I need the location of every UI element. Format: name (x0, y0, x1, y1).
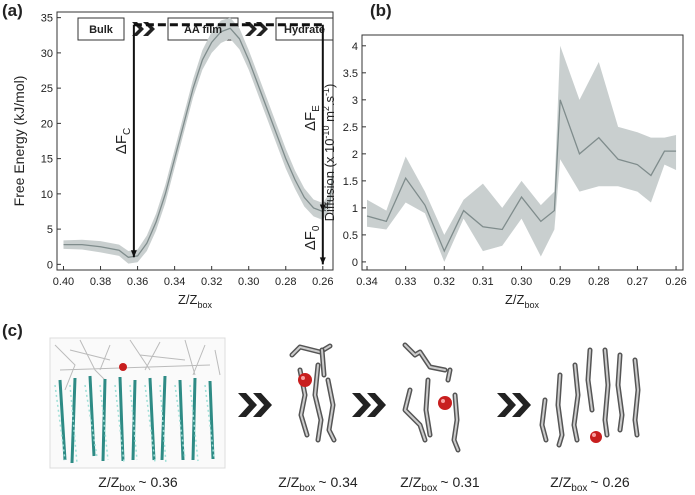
caption-value: ~ 0.31 (440, 474, 480, 490)
y-tick-label: 0 (352, 257, 358, 269)
caption-sub: box (299, 483, 315, 494)
delta-label-text: ΔF (302, 112, 319, 131)
y-tick-label: 2.5 (343, 122, 358, 134)
molecule-snapshot (539, 347, 641, 448)
x-tick-label: 0.28 (588, 276, 609, 288)
data-line (366, 99, 677, 253)
delta-label: ΔFC (113, 128, 133, 154)
y-axis-label-sup: -10 (321, 126, 331, 139)
stage-label: AA film (184, 24, 222, 36)
snapshot-caption: Z/Zbox ~ 0.31 (400, 474, 480, 494)
panel-label: (c) (2, 321, 23, 340)
caption-sub: box (421, 483, 437, 494)
molecule-snapshot (402, 342, 461, 453)
caption-sub: box (119, 483, 135, 494)
x-tick-label: 0.34 (356, 276, 377, 288)
y-axis-label-sup: -1 (321, 88, 331, 96)
y-tick-label: 4 (352, 41, 358, 53)
y-tick-label: 0.5 (343, 230, 358, 242)
plot-frame (361, 34, 684, 271)
x-tick-label: 0.38 (90, 276, 111, 288)
y-tick-label: 1.5 (343, 176, 358, 188)
y-axis-label: Diffusion (x 10-10 m2.s-1) (321, 84, 337, 222)
x-tick-label: 0.28 (275, 276, 296, 288)
caption-text: Z/Z (278, 474, 299, 490)
caption-value: ~ 0.34 (318, 474, 358, 490)
y-tick-label: 20 (41, 118, 53, 130)
x-tick-label: 0.26 (665, 276, 686, 288)
x-axis-label: Z/Zbox (505, 292, 540, 310)
x-tick-label: 0.34 (164, 276, 185, 288)
x-axis-label: Z/Zbox (178, 292, 213, 310)
x-tick-label: 0.36 (127, 276, 148, 288)
caption-value: ~ 0.26 (590, 474, 630, 490)
delta-label-sub: 0 (311, 225, 322, 231)
x-tick-label: 0.33 (395, 276, 416, 288)
error-band (367, 45, 677, 262)
x-tick-label: 0.32 (201, 276, 222, 288)
y-tick-label: 3 (352, 95, 358, 107)
y-tick-label: 0 (47, 259, 53, 271)
x-tick-label: 0.30 (238, 276, 259, 288)
arrow-head (130, 250, 137, 258)
y-axis-label: Free Energy (kJ/mol) (11, 76, 27, 207)
delta-label-text: ΔF (113, 135, 130, 154)
caption-value: ~ 0.36 (138, 474, 178, 490)
y-tick-label: 15 (41, 154, 53, 166)
caption-text: Z/Z (550, 474, 571, 490)
stage-label: Bulk (89, 24, 114, 36)
error-band (63, 17, 334, 264)
y-axis-label-text: ) (322, 84, 337, 88)
y-axis-label-text: m (322, 111, 337, 125)
arrow-head (319, 204, 326, 212)
y-tick-label: 5 (47, 224, 53, 236)
panel-label: (b) (370, 1, 392, 20)
y-axis-label-text: Diffusion (x 10 (322, 139, 337, 222)
delta-label: ΔFE (302, 105, 322, 131)
snapshot-caption: Z/Zbox ~ 0.34 (278, 474, 358, 494)
snapshot-caption: Z/Zbox ~ 0.26 (550, 474, 630, 494)
delta-label-sub: E (311, 105, 322, 112)
arrow-head (319, 257, 326, 265)
caption-text: Z/Z (98, 474, 119, 490)
chevrons (132, 22, 531, 417)
y-tick-label: 3.5 (343, 68, 358, 80)
stage-label: Hydrate (284, 24, 325, 36)
caption-text: Z/Z (400, 474, 421, 490)
y-axis-label-text: .s (322, 95, 337, 106)
molecule-snapshot (289, 343, 337, 443)
x-tick-label: 0.27 (627, 276, 648, 288)
molecule-snapshot (49, 337, 226, 469)
caption-sub: box (571, 483, 587, 494)
x-tick-label: 0.31 (472, 276, 493, 288)
y-tick-label: 10 (41, 189, 53, 201)
x-tick-label: 0.40 (53, 276, 74, 288)
x-axis-label-sub: box (524, 300, 539, 310)
y-tick-label: 2 (352, 149, 358, 161)
delta-label-text: ΔF (302, 231, 319, 250)
x-axis-label-text: Z/Z (178, 292, 198, 307)
y-tick-label: 1 (352, 203, 358, 215)
y-tick-label: 30 (41, 48, 53, 60)
x-tick-label: 0.32 (434, 276, 455, 288)
plot-frame (56, 11, 334, 271)
delta-label: ΔF0 (302, 225, 322, 250)
y-tick-label: 35 (41, 13, 53, 25)
x-tick-label: 0.26 (312, 276, 333, 288)
x-tick-label: 0.30 (511, 276, 532, 288)
x-tick-label: 0.29 (549, 276, 570, 288)
x-axis-label-text: Z/Z (505, 292, 525, 307)
y-tick-label: 25 (41, 83, 53, 95)
y-axis-label-sup: 2 (321, 106, 331, 111)
stage-box (77, 17, 125, 41)
delta-label-sub: C (122, 128, 133, 135)
data-line (63, 27, 334, 258)
panel-label: (a) (2, 1, 23, 20)
x-axis-label-sub: box (197, 300, 212, 310)
snapshot-caption: Z/Zbox ~ 0.36 (98, 474, 178, 494)
